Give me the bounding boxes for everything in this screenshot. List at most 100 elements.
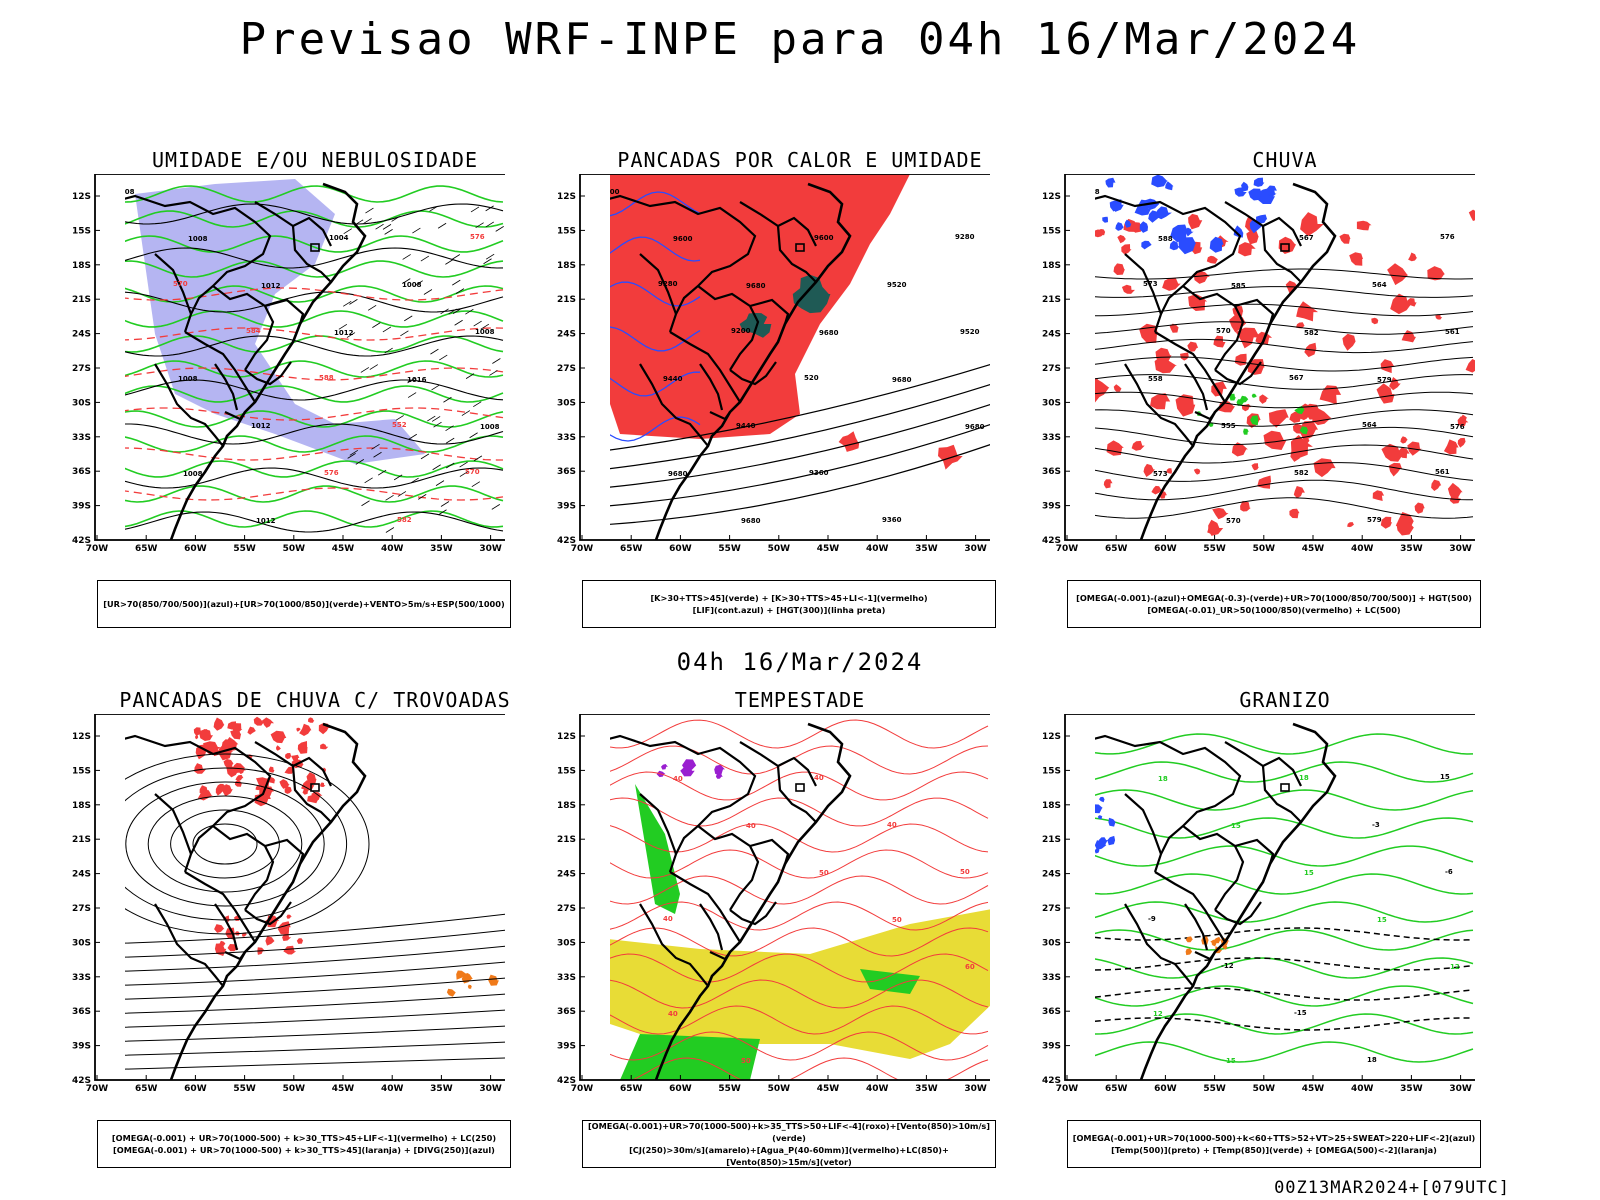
lat-tick-label: 36S xyxy=(557,1007,576,1017)
contour-label: 582 xyxy=(1304,329,1319,337)
wind-vector xyxy=(363,218,372,224)
divergence-dot-blue xyxy=(103,1061,107,1065)
contour-label: 1012 xyxy=(251,422,271,430)
lon-tick-label: 45W xyxy=(1302,1084,1325,1094)
country-border xyxy=(212,825,275,911)
contour-label: 9520 xyxy=(887,281,907,289)
rain-cell-green xyxy=(1294,405,1305,415)
rain-cell-blue xyxy=(1170,224,1188,243)
lat-tick-label: 18S xyxy=(72,261,91,271)
rain-cell-red xyxy=(1465,359,1475,373)
rain-cell-red xyxy=(1468,209,1475,221)
country-border xyxy=(224,951,246,961)
rain-cell-red xyxy=(1212,507,1229,520)
rain-cell-blue xyxy=(1249,218,1262,234)
country-border xyxy=(154,903,224,987)
lifted-index-contour xyxy=(610,191,701,217)
wind-vector xyxy=(377,469,387,476)
contour-label: 555 xyxy=(1221,422,1236,430)
lon-tick-label: 55W xyxy=(233,544,256,554)
humidity-contour-green xyxy=(125,435,504,453)
rain-cell-blue xyxy=(1115,222,1124,231)
divergence-dot-blue xyxy=(103,1003,107,1007)
divergence-dot-blue xyxy=(100,1054,104,1058)
lon-tick-label: 40W xyxy=(866,544,889,554)
rain-cell-red xyxy=(1411,442,1418,448)
contour-label: 15 xyxy=(1304,869,1314,877)
lc250-streamline xyxy=(125,961,505,986)
thunder-cell-red xyxy=(262,717,274,728)
country-border xyxy=(214,903,239,951)
weather-map: 9600 9600 9680 9680 9680 9680 9680 9680 9600 9520… xyxy=(557,174,990,554)
lat-tick-label: 39S xyxy=(1042,1042,1061,1052)
lat-tick-label: 18S xyxy=(1042,801,1061,811)
contour-label: 40 xyxy=(746,822,756,830)
rain-cell-red xyxy=(1300,212,1324,237)
rain-cell-blue xyxy=(1256,214,1268,224)
wind-vector xyxy=(361,500,370,507)
wind-vector xyxy=(485,205,494,212)
lifted-index-contour xyxy=(610,236,701,262)
lat-tick-label: 30S xyxy=(1042,938,1061,948)
wind-vector xyxy=(393,474,403,481)
rain-cell-red xyxy=(1376,383,1395,404)
divergence-dot-blue xyxy=(102,936,106,940)
precipitable-water-contour xyxy=(610,823,989,853)
valid-time-label: 04h 16/Mar/2024 xyxy=(676,648,924,676)
lon-tick-label: 50W xyxy=(768,544,791,554)
rain-cell-red xyxy=(1143,463,1155,477)
rain-cell-red xyxy=(1175,394,1196,417)
thunder-cell-red xyxy=(218,744,234,761)
rain-cell-green xyxy=(1251,393,1258,398)
divergence-dot-blue xyxy=(103,923,107,927)
contour-label: 570 xyxy=(1226,517,1241,525)
contour-label: -12 xyxy=(1221,962,1234,970)
wind-vector xyxy=(371,443,380,450)
lon-tick-label: 60W xyxy=(184,544,207,554)
wind-vector xyxy=(412,227,421,234)
legend-line: [OMEGA(-0.001)-(azul)+OMEGA(-0.3)-(verde… xyxy=(1076,593,1472,603)
lat-tick-label: 27S xyxy=(557,904,576,914)
thunder-cell-red xyxy=(259,786,274,800)
lon-tick-label: 50W xyxy=(283,1084,306,1094)
wind-vector xyxy=(408,433,417,440)
wind-vector xyxy=(404,315,413,322)
wind-vector xyxy=(430,348,439,355)
lifted-index-contour xyxy=(610,371,701,397)
legend-line: [OMEGA(-0.01)_UR>50(1000/850)(vermelho) … xyxy=(1147,605,1401,615)
wind-vector xyxy=(440,308,449,315)
wind-vector xyxy=(475,222,484,229)
country-border xyxy=(212,285,275,371)
contour-label: 1008 xyxy=(402,281,422,289)
country-border xyxy=(1224,201,1302,247)
lat-tick-label: 18S xyxy=(557,801,576,811)
contour-label: 9600 xyxy=(600,188,620,196)
thunder-cell-orange xyxy=(462,973,471,983)
lon-tick-label: 70W xyxy=(86,544,109,554)
rain-cell-red xyxy=(1154,355,1177,374)
temp850-contour xyxy=(1095,817,1474,839)
divergence-dot-blue xyxy=(99,1054,103,1058)
rain-cell-red xyxy=(1071,451,1092,471)
lat-tick-label: 30S xyxy=(557,938,576,948)
contour-label: 579 xyxy=(1377,376,1392,384)
rain-cell-red xyxy=(1380,359,1395,374)
wind-vector xyxy=(491,504,501,510)
lifted-index-contour xyxy=(610,416,701,442)
wind-vector xyxy=(367,304,377,311)
contour-label: 1008 xyxy=(178,375,198,383)
wind-vector xyxy=(385,527,395,533)
rain-cell-blue xyxy=(1253,177,1265,187)
thunder-cell-red xyxy=(286,914,292,919)
wind-vector xyxy=(395,415,404,421)
rain-cell-red xyxy=(1251,463,1259,471)
wind-vector xyxy=(417,494,427,500)
contour-label: 1016 xyxy=(407,376,427,384)
wind-vector xyxy=(469,432,478,439)
lon-tick-label: 70W xyxy=(86,1084,109,1094)
wind-vector xyxy=(495,226,504,232)
thunder-cell-red xyxy=(270,730,287,744)
contour-label: 582 xyxy=(1294,469,1309,477)
rain-cell-blue xyxy=(1151,174,1168,188)
legend-line: [K>30+TTS>45](verde) + [K>30+TTS>45+LI<-… xyxy=(650,593,928,603)
